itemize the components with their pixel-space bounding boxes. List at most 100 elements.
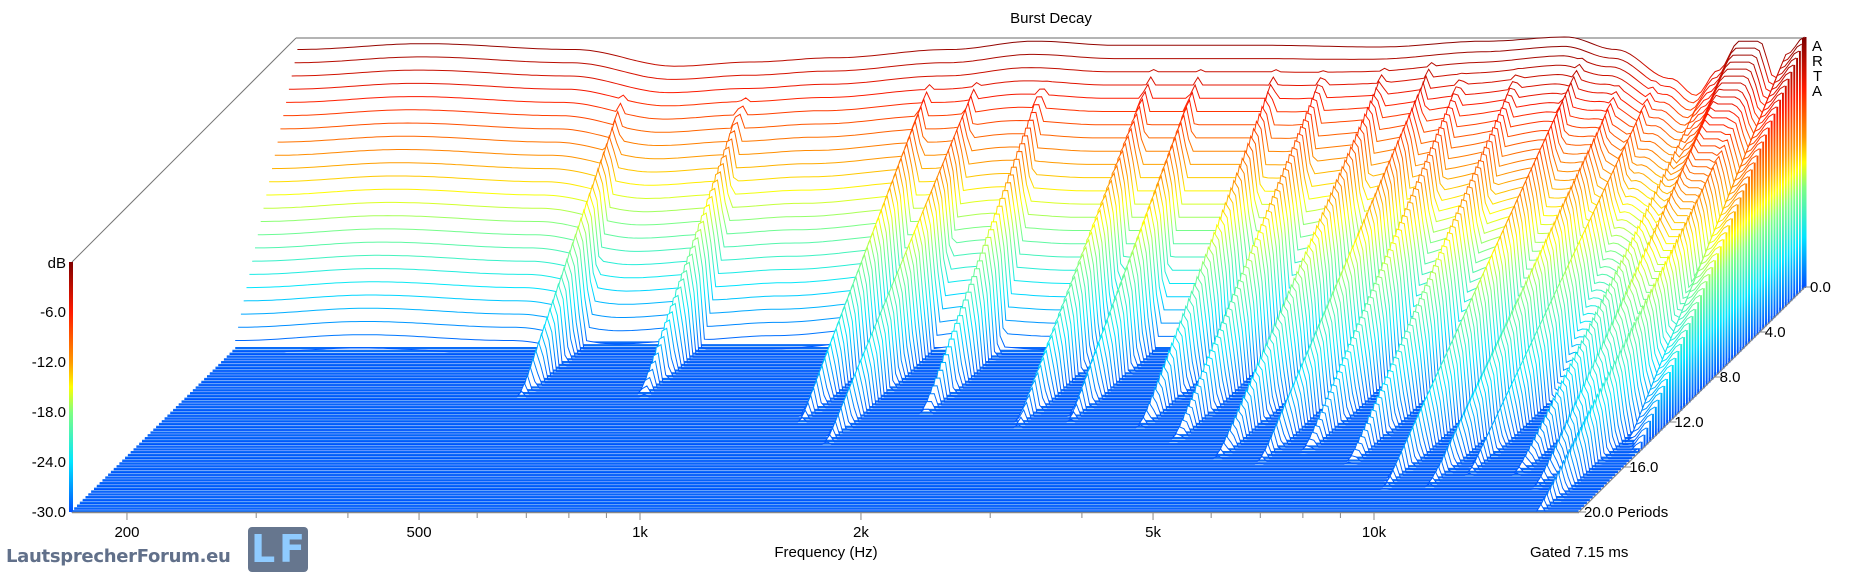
slice-side-wall bbox=[1779, 99, 1782, 313]
slice-side-wall bbox=[1677, 351, 1680, 414]
slice-curve bbox=[94, 459, 1602, 490]
decay-slice bbox=[99, 448, 1607, 485]
slice-curve bbox=[294, 43, 1803, 104]
slice-side-wall bbox=[1646, 427, 1649, 445]
decay-slice bbox=[85, 476, 1593, 499]
slice-curve bbox=[127, 393, 1636, 457]
slice-curve bbox=[238, 173, 1746, 345]
slice-curve bbox=[147, 355, 1656, 438]
slice-side-wall bbox=[1731, 218, 1734, 361]
slice-curve bbox=[240, 167, 1749, 332]
x-tick-label: 5k bbox=[1145, 524, 1161, 541]
slice-side-wall bbox=[1798, 50, 1802, 293]
slice-curve bbox=[74, 497, 1582, 510]
slice-curve bbox=[246, 155, 1755, 305]
depth-tick-label: 4.0 bbox=[1765, 324, 1786, 341]
slice-curve bbox=[96, 454, 1604, 488]
slice-curve bbox=[88, 470, 1596, 496]
right-colorbar bbox=[1802, 38, 1806, 288]
decay-slice bbox=[79, 485, 1588, 505]
db-colorbar bbox=[69, 262, 73, 512]
slice-curve bbox=[232, 185, 1740, 353]
slice-curve bbox=[102, 443, 1610, 482]
slice-side-wall bbox=[1759, 148, 1762, 332]
decay-slice bbox=[116, 415, 1624, 468]
slice-side-wall bbox=[1765, 134, 1768, 327]
axes: 200 500 1k 2k 5k 10k -6.0 -12.0 -18.0 -24.0 -30.0… bbox=[32, 38, 1831, 561]
slice-side-wall bbox=[1733, 211, 1737, 358]
slice-side-wall bbox=[1680, 344, 1683, 411]
slice-curve bbox=[297, 36, 1805, 96]
watermark-letter: A bbox=[1812, 38, 1822, 55]
slice-side-wall bbox=[1773, 113, 1776, 318]
arta-watermark: A R T A bbox=[1812, 38, 1823, 100]
logo-letter-l: L bbox=[251, 527, 276, 571]
decay-slice bbox=[102, 443, 1610, 482]
slice-side-wall bbox=[1666, 378, 1669, 425]
slice-curve bbox=[91, 465, 1599, 493]
slice-curve bbox=[235, 179, 1743, 350]
slice-curve bbox=[291, 50, 1800, 111]
decay-slice bbox=[113, 421, 1621, 471]
x-axis-title: Frequency (Hz) bbox=[774, 544, 877, 561]
x-tick-label: 500 bbox=[407, 524, 432, 541]
slice-curve bbox=[263, 118, 1771, 226]
db-tick-label: -18.0 bbox=[32, 404, 66, 421]
logo-letter-f: F bbox=[279, 527, 305, 571]
x-tick-label: 10k bbox=[1362, 524, 1387, 541]
slice-curve bbox=[144, 360, 1653, 441]
depth-tick-label: 8.0 bbox=[1720, 369, 1741, 386]
db-tick-label: -6.0 bbox=[40, 304, 66, 321]
slice-curve bbox=[142, 366, 1650, 443]
slice-side-wall bbox=[1714, 260, 1717, 377]
slice-curve bbox=[85, 476, 1593, 499]
slice-side-wall bbox=[1688, 323, 1691, 403]
slice-curve bbox=[125, 399, 1633, 460]
slice-side-wall bbox=[1787, 78, 1790, 304]
slice-curve bbox=[257, 130, 1766, 252]
slice-side-wall bbox=[1793, 64, 1796, 299]
slice-curve bbox=[79, 485, 1588, 505]
slice-curve bbox=[139, 371, 1647, 445]
slice-side-wall bbox=[1745, 183, 1748, 347]
depth-tick-label: 20.0 Periods bbox=[1584, 504, 1668, 521]
slice-mask bbox=[96, 454, 1604, 487]
slice-side-wall bbox=[1702, 288, 1706, 389]
slice-side-wall bbox=[1697, 302, 1700, 394]
db-unit-label: dB bbox=[48, 255, 66, 272]
slice-curve bbox=[271, 99, 1780, 186]
slice-curve bbox=[252, 142, 1760, 279]
slice-side-wall bbox=[1767, 127, 1771, 324]
slice-side-wall bbox=[1750, 169, 1754, 341]
slice-curve bbox=[288, 57, 1797, 119]
slice-side-wall bbox=[1776, 106, 1779, 316]
depth-tick-label: 16.0 bbox=[1629, 459, 1658, 476]
slice-curve bbox=[286, 64, 1794, 126]
decay-slice bbox=[74, 497, 1582, 510]
slice-side-wall bbox=[1683, 337, 1686, 408]
slice-side-wall bbox=[1705, 281, 1708, 386]
depth-axis-line bbox=[1578, 286, 1806, 513]
slice-side-wall bbox=[1762, 141, 1765, 330]
slice-side-wall bbox=[1711, 267, 1714, 380]
watermark-letter: R bbox=[1812, 53, 1823, 70]
watermark-letter: A bbox=[1812, 83, 1822, 100]
slice-side-wall bbox=[1796, 57, 1799, 296]
slice-curve bbox=[110, 426, 1619, 474]
slice-side-wall bbox=[1640, 441, 1643, 451]
slice-side-wall bbox=[1790, 71, 1793, 302]
slice-side-wall bbox=[1753, 162, 1756, 338]
depth-tick-label: 0.0 bbox=[1810, 279, 1831, 296]
slice-curve bbox=[150, 349, 1658, 434]
gated-footnote: Gated 7.15 ms bbox=[1530, 544, 1628, 561]
slice-side-wall bbox=[1663, 385, 1666, 428]
decay-slice bbox=[88, 470, 1596, 496]
slice-curve bbox=[122, 404, 1630, 462]
slice-side-wall bbox=[1708, 274, 1711, 383]
slice-curve bbox=[153, 344, 1661, 432]
slice-side-wall bbox=[1657, 399, 1660, 434]
slice-side-wall bbox=[1742, 190, 1745, 349]
slice-side-wall bbox=[1691, 316, 1694, 400]
slice-side-wall bbox=[1694, 309, 1697, 397]
